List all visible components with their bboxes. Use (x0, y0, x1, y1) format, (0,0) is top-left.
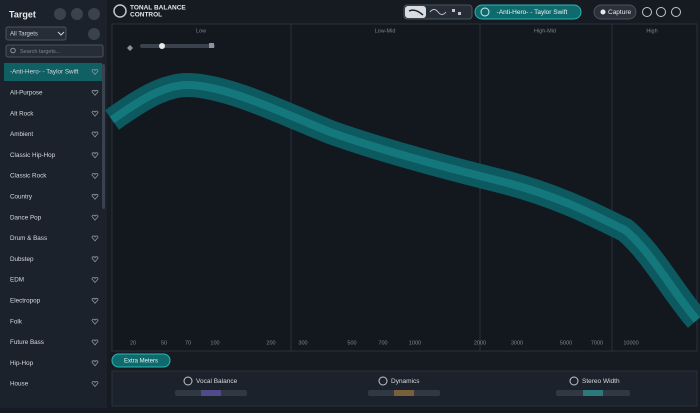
frequency-label: 100 (210, 340, 219, 346)
slider-icon (209, 43, 214, 48)
meter-range (201, 390, 221, 396)
favorite-icon[interactable] (91, 131, 99, 138)
meter-label: Stereo Width (582, 378, 620, 385)
target-name: Ambient (10, 131, 33, 138)
extra-meters-button[interactable] (111, 353, 171, 368)
meters-panel (111, 370, 698, 407)
favorite-icon[interactable] (91, 152, 99, 159)
sidebar-title: Target (9, 9, 36, 19)
target-name: -Anti-Hero- - Taylor Swift (10, 69, 79, 76)
favorite-icon[interactable] (91, 297, 99, 304)
favorite-icon[interactable] (91, 173, 99, 180)
favorite-icon[interactable] (91, 277, 99, 284)
favorite-icon[interactable] (91, 318, 99, 325)
meter-icon (569, 376, 579, 386)
target-name: Drum & Bass (10, 235, 47, 242)
meter-icon (378, 376, 388, 386)
favorite-icon[interactable] (91, 256, 99, 263)
favorite-icon[interactable] (91, 381, 99, 388)
extra-meters-label: Extra Meters (124, 359, 158, 365)
favorite-icon[interactable] (91, 235, 99, 242)
target-name: Alt Rock (10, 110, 34, 117)
view-curve[interactable] (405, 6, 426, 18)
favorite-icon[interactable] (91, 214, 99, 221)
settings-icon[interactable] (642, 7, 652, 17)
frequency-label: 200 (266, 340, 275, 346)
frequency-label: 500 (347, 340, 356, 346)
add-button[interactable] (88, 8, 100, 20)
logo-icon (113, 4, 127, 18)
globe-button[interactable] (71, 8, 83, 20)
chart-area (111, 23, 698, 352)
frequency-label: 70 (185, 340, 191, 346)
target-pill[interactable] (474, 4, 582, 20)
logo-line1: TONAL BALANCE (130, 5, 186, 12)
target-name: Hip-Hop (10, 360, 34, 367)
slider-thumb[interactable] (159, 43, 165, 49)
favorite-icon[interactable] (91, 339, 99, 346)
frequency-label: 10000 (623, 340, 638, 346)
target-name: Country (10, 193, 33, 200)
frequency-label: 700 (378, 340, 387, 346)
band-label: Low (196, 28, 206, 34)
target-icon (480, 7, 490, 17)
target-name: Classic Rock (10, 173, 47, 180)
target-name: Dance Pop (10, 214, 42, 221)
frequency-label: 20 (130, 340, 136, 346)
selected-row (4, 63, 102, 81)
slider-icon (127, 45, 133, 51)
meter-label: Vocal Balance (196, 378, 238, 385)
meter-range (583, 390, 603, 396)
search-placeholder: Search targets... (20, 49, 61, 55)
target-name: EDM (10, 277, 24, 284)
meter-icon (183, 376, 193, 386)
target-name: Future Bass (10, 339, 44, 346)
target-name: Folk (10, 318, 23, 325)
band-label: High (646, 28, 657, 34)
meter-range (394, 390, 414, 396)
target-name: Electropop (10, 297, 41, 304)
view-grid-icon[interactable] (452, 9, 455, 12)
help-icon[interactable] (656, 7, 666, 17)
frequency-label: 1000 (409, 340, 421, 346)
frequency-label: 5000 (560, 340, 572, 346)
view-grid-icon (458, 12, 461, 15)
frequency-label: 2000 (474, 340, 486, 346)
favorite-icon[interactable] (91, 193, 99, 200)
target-name: All-Purpose (10, 89, 43, 96)
favorites-button[interactable] (88, 28, 100, 40)
frequency-label: 3000 (511, 340, 523, 346)
capture-button[interactable] (593, 4, 637, 20)
dropdown-arrow (57, 31, 65, 36)
favorite-icon[interactable] (91, 89, 99, 96)
capture-label: Capture (608, 9, 632, 16)
view-curve-icon (408, 9, 424, 16)
target-band-core (109, 80, 700, 323)
favorite-icon[interactable] (91, 360, 99, 367)
izotope-icon[interactable] (671, 7, 681, 17)
frequency-label: 300 (298, 340, 307, 346)
meter-label: Dynamics (391, 378, 420, 385)
view-eq-icon[interactable] (429, 9, 447, 15)
favorite-icon[interactable] (91, 110, 99, 117)
dropdown[interactable] (5, 26, 67, 41)
dropdown-label: All Targets (10, 32, 38, 38)
delete-button[interactable] (54, 8, 66, 20)
target-pill-label: -Anti-Hero- - Taylor Swift (497, 9, 568, 16)
frequency-label: 50 (161, 340, 167, 346)
favorite-icon[interactable] (91, 69, 99, 76)
frequency-label: 7000 (591, 340, 603, 346)
band-label: High-Mid (534, 28, 556, 34)
scrollbar (102, 64, 105, 209)
slider-track[interactable] (140, 44, 215, 48)
target-name: House (10, 381, 29, 388)
capture-dot (600, 9, 606, 15)
logo-line2: CONTROL (130, 12, 162, 19)
target-name: Classic Hip-Hop (10, 152, 56, 159)
target-name: Dubstep (10, 256, 34, 263)
search-box[interactable] (5, 44, 104, 58)
band-label: Low-Mid (375, 28, 396, 34)
search-icon (10, 47, 16, 54)
